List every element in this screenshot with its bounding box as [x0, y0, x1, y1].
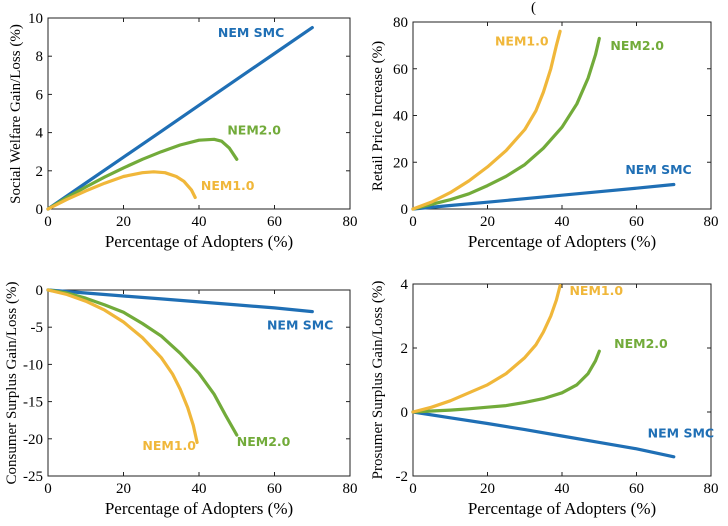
chart-annotation: (	[531, 0, 536, 16]
x-tick-label: 60	[629, 481, 644, 497]
series-label: NEM SMC	[625, 162, 691, 177]
x-tick-label: 40	[555, 214, 570, 230]
x-axis-label: Percentage of Adopters (%)	[105, 499, 293, 518]
x-tick-label: 20	[480, 481, 495, 497]
series-line-nem1-0	[46, 288, 199, 445]
series-line-nem2-0	[46, 137, 239, 211]
series-label: NEM SMC	[648, 426, 714, 441]
y-tick-label: 0	[401, 405, 409, 421]
series-label: NEM2.0	[614, 336, 668, 351]
series-line-nem-smc	[46, 288, 314, 314]
x-tick-label: 80	[343, 481, 358, 497]
series-line-nem1-0	[411, 284, 562, 414]
series-line-nem2-0	[411, 349, 601, 414]
y-tick-label: 80	[393, 15, 408, 31]
plot-frame	[47, 17, 351, 210]
x-tick-label: 60	[267, 481, 282, 497]
series-label: NEM2.0	[227, 123, 281, 138]
series-label: NEM SMC	[218, 25, 284, 40]
x-axis-label: Percentage of Adopters (%)	[468, 499, 656, 518]
x-axis-label: Percentage of Adopters (%)	[468, 232, 656, 251]
y-tick-label: 6	[36, 87, 44, 103]
y-axis-label: Social Welfare Gain/Loss (%)	[8, 24, 24, 204]
chart-retail-price: 0 20 40 60 80 0 20 40 60 80 Percentage of Adopters…	[370, 0, 719, 251]
x-tick-label: 80	[343, 214, 358, 230]
x-tick-label: 60	[267, 214, 282, 230]
series-line-nem2-0	[46, 288, 239, 437]
x-tick-label: 0	[44, 214, 52, 230]
x-tick-label: 80	[704, 214, 719, 230]
x-tick-label: 0	[44, 481, 52, 497]
y-axis-label: Prosumer Surplus Gain/Loss (%)	[370, 281, 386, 480]
x-tick-label: 60	[629, 214, 644, 230]
x-axis-label: Percentage of Adopters (%)	[105, 232, 293, 251]
series-label: NEM2.0	[610, 38, 664, 53]
x-tick-label: 40	[192, 481, 207, 497]
x-tick-label: 20	[116, 481, 131, 497]
y-tick-label: -2	[396, 469, 409, 485]
x-tick-label: 20	[116, 214, 131, 230]
plot-frame	[412, 283, 712, 477]
y-tick-label: 2	[401, 341, 409, 357]
y-tick-label: 0	[401, 202, 409, 218]
y-tick-label: 4	[401, 277, 409, 293]
y-tick-label: 40	[393, 109, 408, 125]
series-label: NEM1.0	[569, 283, 623, 298]
y-tick-label: -5	[31, 320, 44, 336]
series-line-nem2-0	[411, 36, 601, 211]
chart-consumer-surplus: 0 20 40 60 80 0 -5 -10 -15 -20 -25 Percentage of Ad…	[4, 282, 358, 518]
y-tick-label: 8	[36, 49, 44, 65]
x-tick-label: 0	[409, 214, 417, 230]
series-label: NEM SMC	[267, 317, 333, 332]
y-tick-label: -20	[23, 432, 43, 448]
series-line-nem-smc	[411, 410, 676, 459]
series-line-nem1-0	[411, 29, 562, 211]
y-tick-label: 2	[36, 164, 44, 180]
y-tick-label: 10	[28, 11, 43, 27]
series-label: NEM2.0	[237, 434, 291, 449]
y-tick-label: -10	[23, 357, 43, 373]
y-tick-label: 0	[36, 283, 44, 299]
x-tick-label: 80	[704, 481, 719, 497]
series-line-nem-smc	[46, 26, 314, 211]
chart-social-welfare: 0 20 40 60 80 0 2 4 6 8 10 Percentage of Adopters (…	[8, 11, 358, 251]
plot-frame	[412, 21, 712, 210]
y-tick-label: 4	[36, 126, 44, 142]
x-tick-label: 40	[192, 214, 207, 230]
x-tick-label: 40	[555, 481, 570, 497]
series-line-nem-smc	[411, 182, 676, 211]
series-label: NEM1.0	[142, 438, 196, 453]
y-tick-label: 60	[393, 62, 408, 78]
x-tick-label: 20	[480, 214, 495, 230]
series-line-nem1-0	[46, 170, 197, 211]
series-label: NEM1.0	[201, 178, 255, 193]
y-tick-label: 20	[393, 155, 408, 171]
x-tick-label: 0	[409, 481, 417, 497]
y-tick-label: -25	[23, 469, 43, 485]
y-tick-label: 0	[36, 202, 44, 218]
series-label: NEM1.0	[495, 33, 549, 48]
y-tick-label: -15	[23, 395, 43, 411]
y-axis-label: Retail Price Increase (%)	[370, 41, 386, 191]
y-axis-label: Consumer Surplus Gain/Loss (%)	[4, 282, 20, 485]
